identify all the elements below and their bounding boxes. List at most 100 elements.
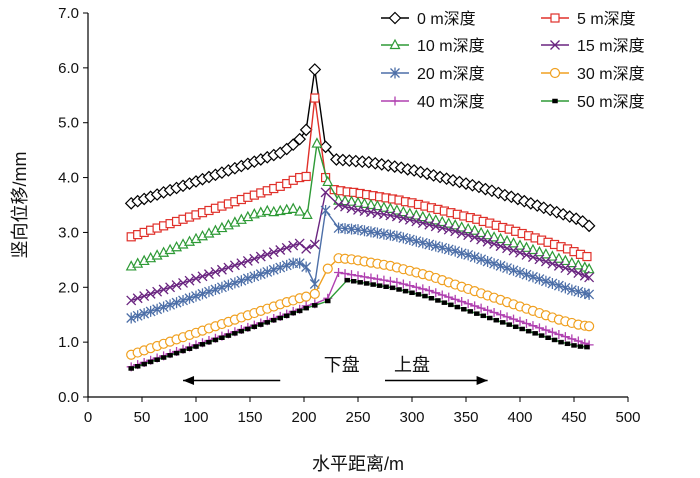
data-point	[423, 212, 435, 223]
annotation-label: 上盘	[394, 355, 430, 375]
data-point	[312, 303, 318, 308]
data-point	[286, 138, 300, 152]
data-point	[197, 288, 208, 300]
data-point	[152, 303, 163, 315]
data-point	[475, 226, 487, 238]
data-point	[547, 327, 557, 337]
data-point	[350, 279, 357, 284]
y-tick-label: 0.0	[58, 389, 79, 406]
data-point	[444, 292, 454, 302]
data-point	[489, 258, 500, 270]
data-point	[311, 137, 323, 148]
legend-label: 15 m深度	[577, 37, 645, 55]
data-point	[551, 337, 558, 343]
data-point	[417, 210, 429, 222]
data-point	[443, 243, 454, 255]
data-point	[353, 271, 363, 281]
data-point	[582, 219, 596, 233]
data-point	[366, 273, 376, 283]
data-point	[158, 301, 169, 313]
data-point	[476, 253, 487, 265]
data-point	[525, 328, 532, 334]
annotations: 下盘 上盘	[183, 355, 488, 386]
legend: 0 m深度 5 m深度 10 m深度 15 m深度 20 m深度 30 m深度 40 m深度…	[381, 10, 645, 111]
legend-marker	[390, 67, 400, 79]
data-point	[322, 175, 334, 187]
data-point	[571, 343, 577, 348]
data-point	[430, 240, 441, 252]
x-tick-label: 450	[561, 409, 586, 426]
legend-label: 30 m深度	[577, 65, 645, 83]
data-point	[275, 262, 286, 274]
data-point	[424, 238, 435, 250]
series-2	[125, 137, 595, 274]
annotation-arrow-head	[183, 376, 195, 386]
data-point	[397, 205, 409, 217]
data-point	[528, 271, 538, 283]
data-point	[489, 238, 500, 249]
data-point	[463, 299, 473, 309]
x-tick-label: 300	[399, 409, 424, 426]
data-point	[134, 364, 141, 369]
data-point	[410, 209, 422, 220]
x-tick-label: 150	[237, 409, 262, 426]
data-point	[482, 256, 493, 268]
data-point	[519, 326, 525, 332]
data-point	[126, 312, 137, 324]
data-point	[139, 291, 150, 302]
data-point	[554, 329, 564, 339]
legend-label: 0 m深度	[417, 10, 476, 28]
data-point	[463, 230, 474, 241]
data-point	[288, 240, 299, 251]
legend-label: 50 m深度	[577, 93, 645, 111]
series-5	[126, 253, 595, 360]
data-point	[553, 280, 564, 292]
data-point	[450, 294, 460, 304]
data-point	[441, 300, 448, 305]
data-point	[437, 242, 448, 254]
data-point	[204, 286, 214, 298]
data-point	[178, 294, 188, 306]
data-point	[508, 245, 519, 256]
data-point	[225, 333, 232, 338]
data-point	[534, 254, 545, 265]
data-point	[389, 285, 396, 291]
data-point	[462, 222, 474, 234]
data-point	[296, 308, 303, 314]
data-point	[255, 251, 266, 262]
data-point	[322, 263, 333, 274]
data-point	[457, 297, 467, 307]
data-point	[402, 288, 409, 294]
data-point	[437, 290, 447, 300]
data-point	[376, 283, 383, 288]
x-axis-title: 水平距离/m	[312, 454, 404, 474]
data-point	[540, 256, 551, 267]
data-point	[301, 261, 312, 273]
data-point	[216, 281, 227, 293]
data-point	[346, 203, 357, 214]
data-point	[320, 187, 331, 198]
data-point	[320, 204, 331, 216]
data-point	[515, 316, 525, 326]
data-point	[424, 286, 434, 296]
annotation-label: 下盘	[324, 355, 360, 375]
data-point	[437, 223, 448, 233]
legend-label: 10 m深度	[417, 37, 485, 55]
data-point	[398, 232, 409, 244]
data-point	[405, 281, 415, 291]
data-point	[299, 123, 313, 137]
data-point	[560, 282, 571, 294]
data-point	[404, 234, 415, 246]
legend-item: 5 m深度	[541, 10, 636, 28]
y-tick-label: 3.0	[58, 224, 79, 241]
data-point	[359, 272, 369, 282]
data-point	[370, 282, 376, 287]
data-point	[132, 293, 143, 304]
data-point	[210, 283, 221, 295]
data-point	[448, 302, 454, 308]
annotation-arrow-head	[476, 376, 488, 386]
data-point	[197, 271, 208, 282]
data-point	[245, 326, 251, 332]
legend-marker	[549, 67, 561, 79]
